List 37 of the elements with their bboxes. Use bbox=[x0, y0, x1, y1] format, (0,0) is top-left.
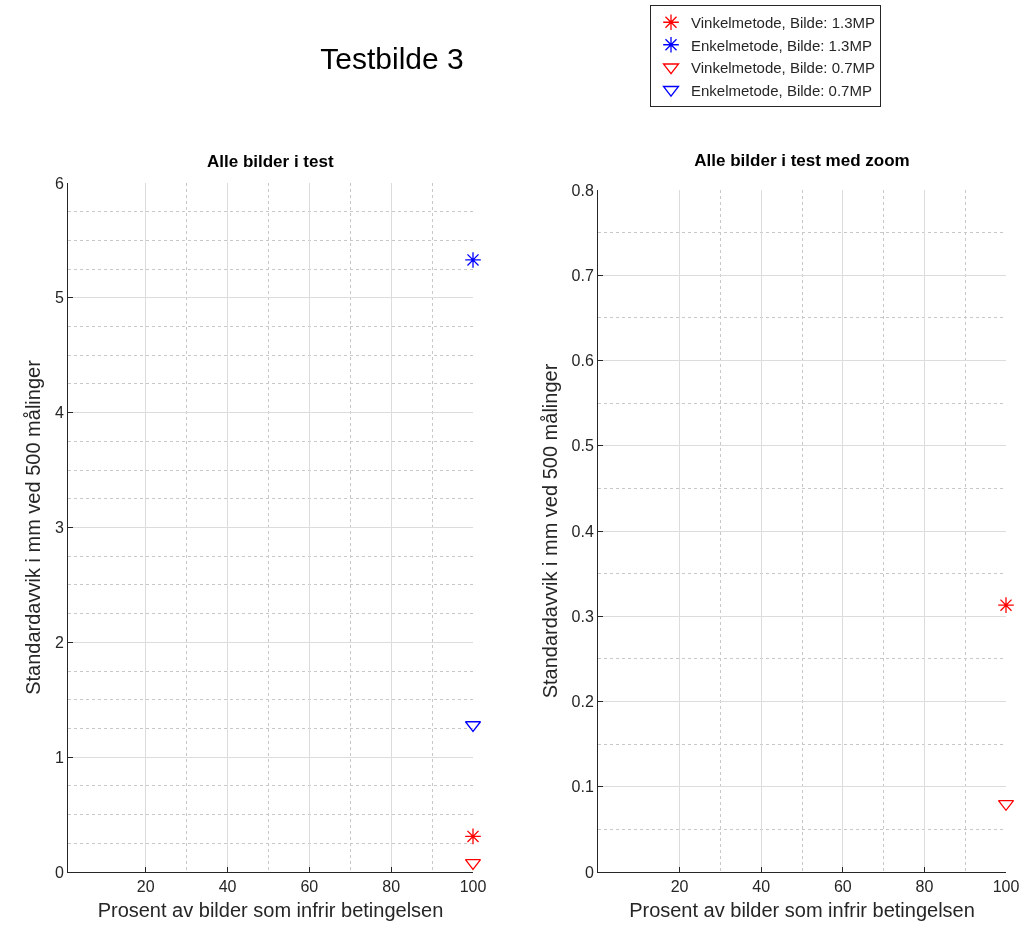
x-tick-label: 60 bbox=[300, 878, 319, 896]
x-tick-label: 80 bbox=[382, 878, 401, 896]
y-tick-label: 5 bbox=[54, 289, 64, 307]
x-tick-label: 40 bbox=[218, 878, 237, 896]
x-axis-title: Prosent av bilder som infrir betingelsen bbox=[97, 898, 444, 921]
y-tick-label: 6 bbox=[54, 174, 64, 192]
chart-title: Testbilde 3 bbox=[320, 41, 464, 75]
legend-label: Enkelmetode, Bilde: 0.7MP bbox=[691, 81, 872, 99]
y-tick-label: 0 bbox=[54, 863, 64, 881]
x-tick-label: 40 bbox=[752, 878, 771, 896]
legend-label: Vinkelmetode, Bilde: 1.3MP bbox=[691, 14, 875, 32]
y-tick-label: 0.4 bbox=[571, 522, 594, 540]
y-tick-label: 0.1 bbox=[571, 778, 594, 796]
x-tick-label: 80 bbox=[915, 878, 934, 896]
y-tick-label: 2 bbox=[54, 633, 64, 651]
y-tick-label: 3 bbox=[54, 519, 64, 537]
y-tick-label: 0 bbox=[584, 863, 594, 881]
x-axis-title: Prosent av bilder som infrir betingelsen bbox=[629, 898, 975, 921]
x-tick-label: 100 bbox=[992, 878, 1020, 896]
x-tick-label: 20 bbox=[136, 878, 155, 896]
y-tick-label: 0.8 bbox=[571, 181, 594, 199]
x-tick-label: 60 bbox=[833, 878, 852, 896]
y-tick-label: 0.3 bbox=[571, 607, 594, 625]
y-tick-label: 4 bbox=[54, 404, 64, 422]
chart-subtitle: Alle bilder i test bbox=[207, 152, 334, 171]
y-tick-label: 0.6 bbox=[571, 352, 594, 370]
x-tick-label: 20 bbox=[670, 878, 689, 896]
y-axis-title: Standardavvik i mm ved 500 målinger bbox=[539, 363, 562, 699]
y-tick-label: 0.2 bbox=[571, 693, 594, 711]
y-tick-label: 1 bbox=[54, 748, 64, 766]
y-tick-label: 0.7 bbox=[571, 266, 594, 284]
y-tick-label: 0.5 bbox=[571, 437, 594, 455]
legend-label: Vinkelmetode, Bilde: 0.7MP bbox=[691, 59, 875, 77]
legend-label: Enkelmetode, Bilde: 1.3MP bbox=[691, 36, 872, 54]
chart-title: Alle bilder i test med zoom bbox=[694, 150, 910, 170]
x-tick-label: 100 bbox=[459, 878, 487, 896]
y-axis-title: Standardavvik i mm ved 500 målinger bbox=[22, 359, 45, 695]
